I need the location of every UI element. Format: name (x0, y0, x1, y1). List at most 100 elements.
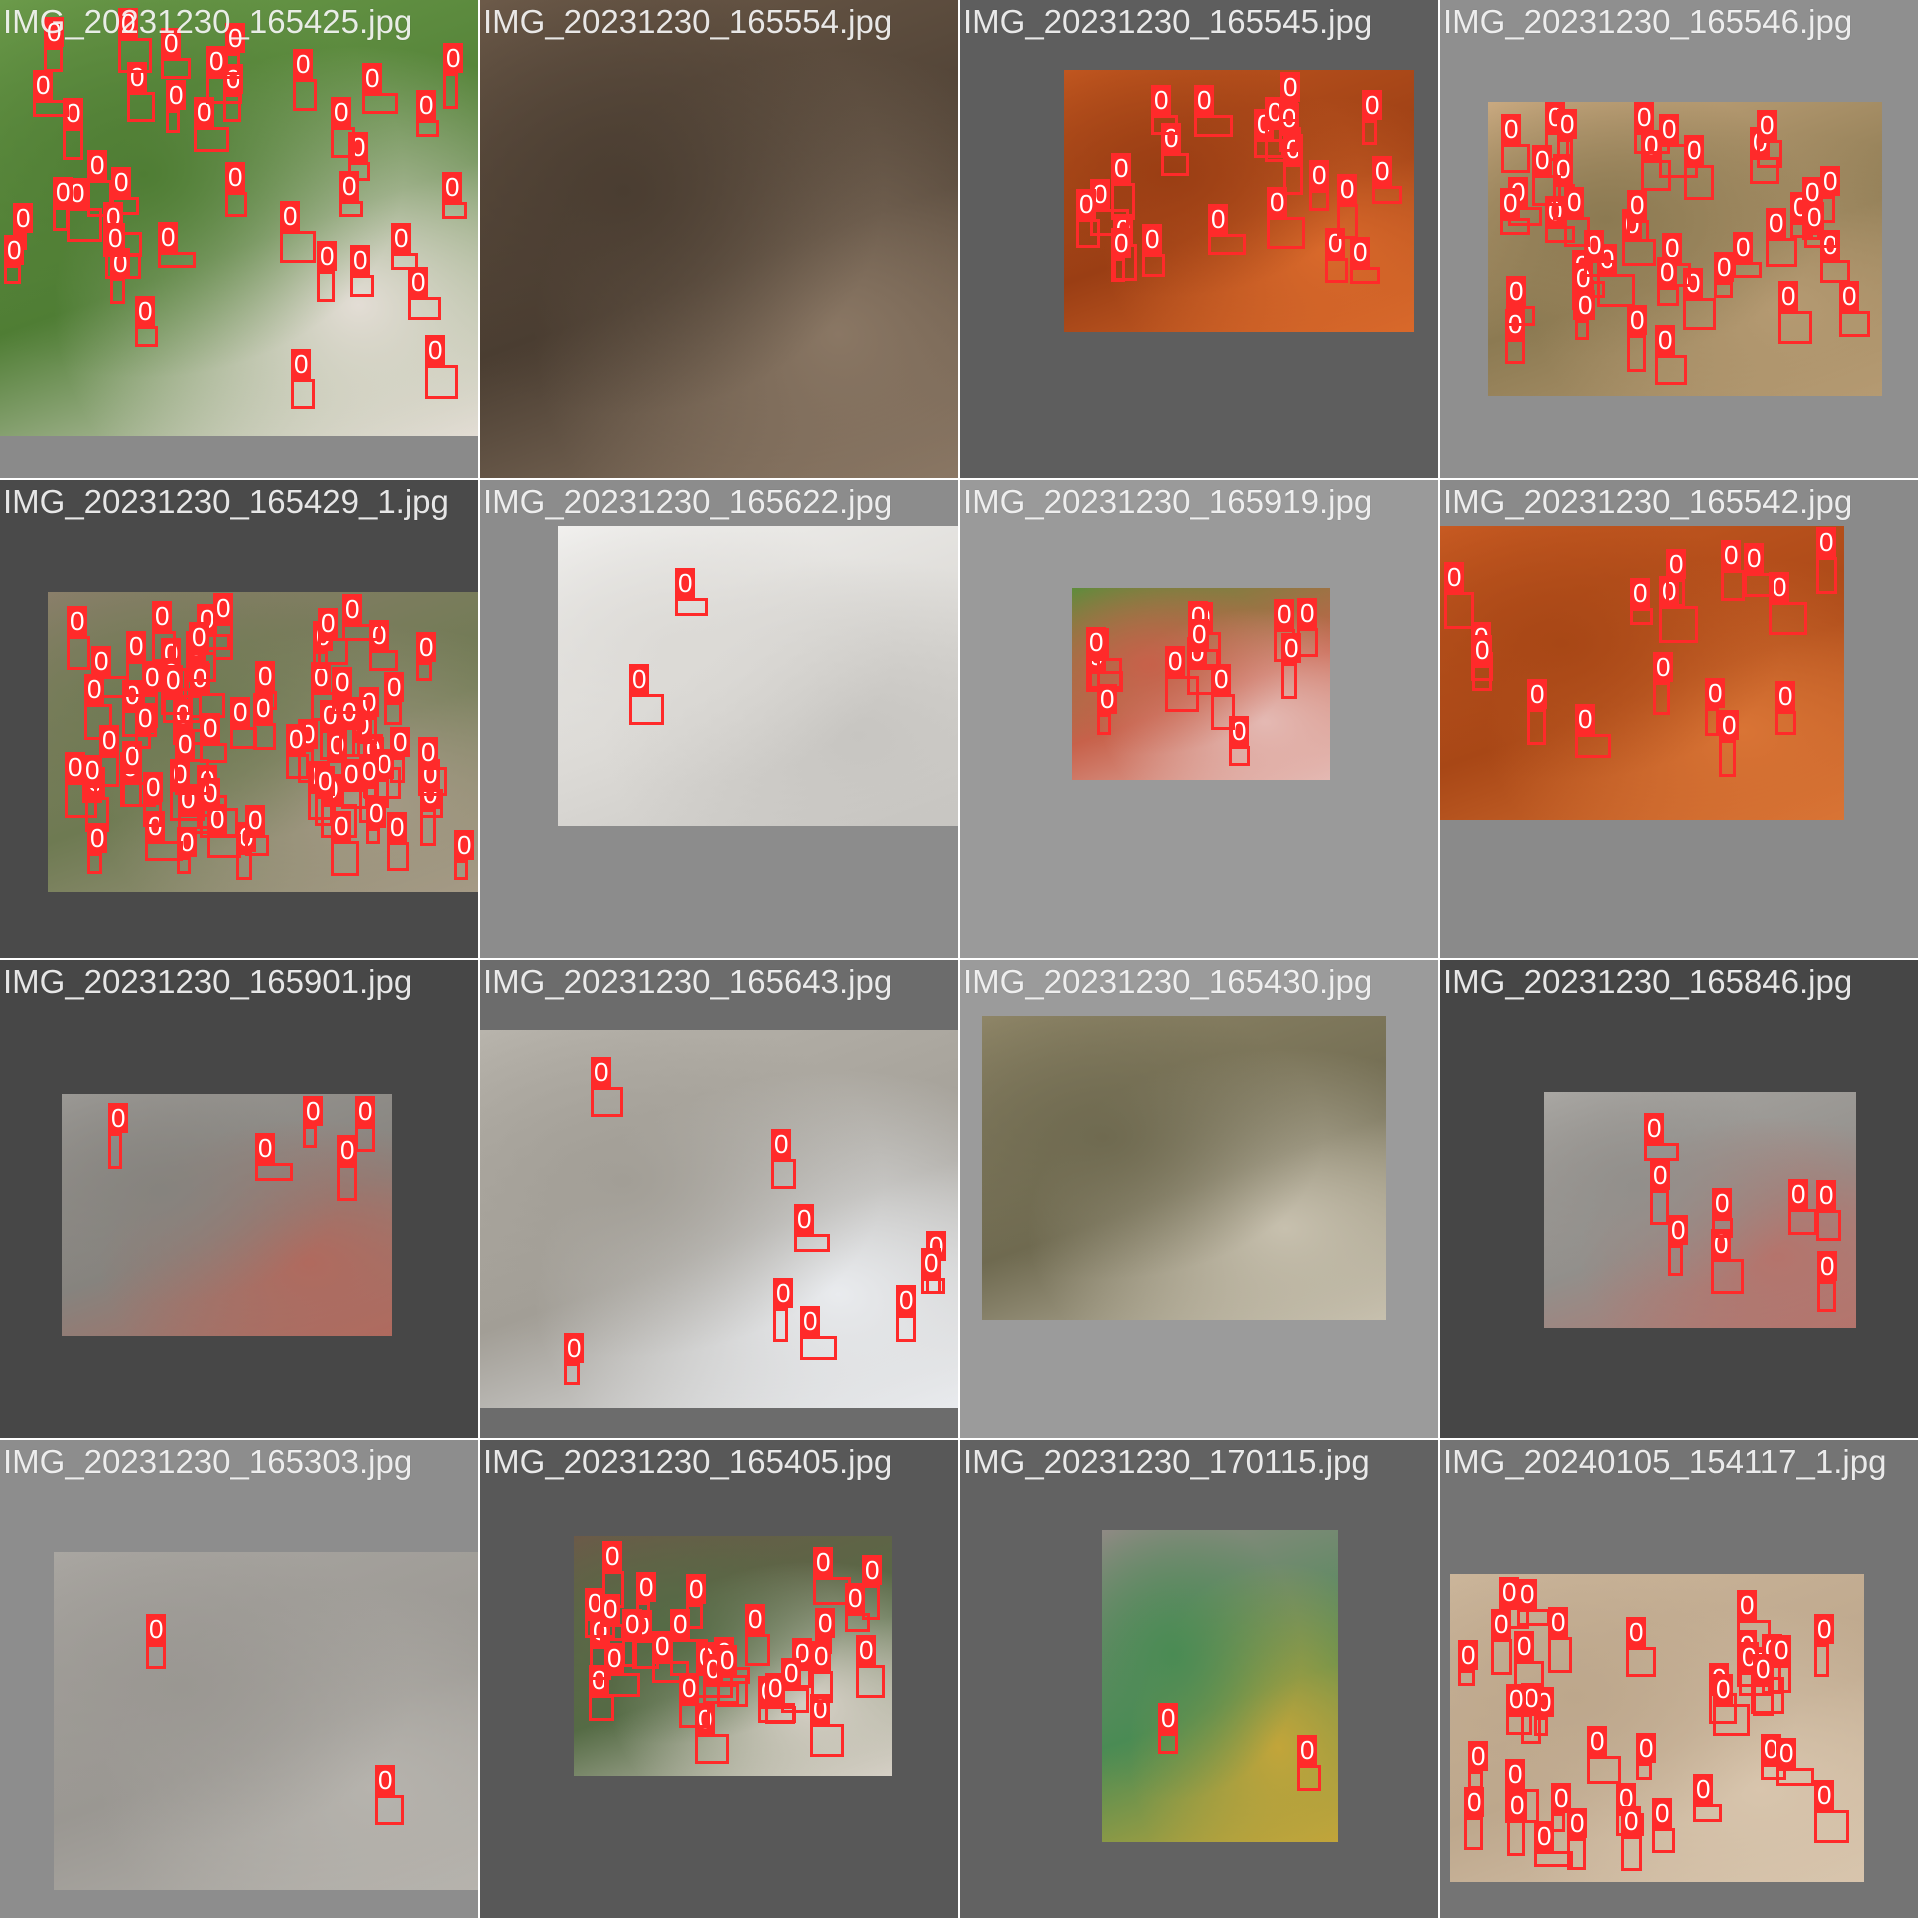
detection-box (122, 771, 142, 807)
tile-filename: IMG_20231230_165303.jpg (3, 1443, 413, 1480)
detection-label: 0 (87, 150, 108, 180)
detection-label: 0 (1158, 1703, 1179, 1733)
detection-box (1468, 1771, 1483, 1789)
detection-box (810, 1724, 844, 1757)
detection-label: 0 (339, 171, 360, 201)
detection-label: 0 (921, 1248, 942, 1278)
detection-box (1158, 1733, 1178, 1754)
detection-box (1659, 606, 1698, 643)
detection-box (186, 661, 209, 691)
detection-box (1757, 140, 1782, 168)
detection-box (1142, 254, 1165, 277)
detection-box (771, 1159, 796, 1189)
detection-label: 0 (1274, 599, 1295, 629)
detection-label: 0 (1151, 85, 1172, 115)
detection-label: 0 (206, 46, 227, 76)
detection-label: 0 (33, 70, 54, 100)
detection-box (1505, 1789, 1539, 1823)
detection-box (1506, 1714, 1532, 1735)
detection-box (1090, 209, 1129, 236)
detection-label: 0 (166, 80, 187, 110)
detection-label: 0 (794, 1204, 815, 1234)
detection-box (146, 1644, 166, 1669)
detection-label: 0 (604, 1643, 625, 1673)
detection-box (152, 631, 176, 662)
detection-label: 0 (1499, 1577, 1520, 1607)
detection-box (1816, 1210, 1841, 1241)
detection-label: 0 (1350, 237, 1371, 267)
detection-box (1719, 740, 1736, 777)
tile-photo (982, 1016, 1386, 1320)
detection-label: 0 (82, 755, 103, 785)
detection-box (1189, 649, 1219, 667)
detection-label: 0 (1532, 145, 1553, 175)
detection-label: 0 (213, 593, 234, 623)
detection-label: 0 (1627, 305, 1648, 335)
detection-label: 0 (1506, 1684, 1527, 1714)
detection-label: 0 (1744, 543, 1765, 573)
detection-label: 0 (1111, 153, 1132, 183)
detection-box (1775, 711, 1796, 735)
detection-box (391, 253, 418, 270)
detection-box (1444, 592, 1474, 629)
detection-label: 0 (99, 725, 120, 755)
detection-label: 0 (161, 28, 182, 58)
detection-label: 0 (337, 1135, 358, 1165)
detection-box (99, 755, 119, 787)
detection-label: 0 (1657, 257, 1678, 287)
detection-label: 0 (622, 1609, 643, 1639)
detection-label: 0 (416, 90, 437, 120)
detection-label: 0 (342, 594, 363, 624)
detection-label: 0 (189, 622, 210, 652)
detection-box (1309, 190, 1329, 211)
detection-box (675, 598, 708, 616)
detection-box (416, 120, 439, 137)
detection-label: 0 (629, 664, 650, 694)
detection-box (194, 127, 229, 152)
detection-box (63, 128, 83, 160)
grid-tile: 000000000000000000000000000000IMG_202312… (480, 1440, 958, 1918)
detection-label: 0 (564, 1333, 585, 1363)
detection-box (1208, 234, 1246, 255)
detection-box (1693, 1804, 1722, 1822)
detection-label: 0 (225, 162, 246, 192)
detection-label: 0 (1372, 156, 1393, 186)
detection-box (127, 92, 155, 122)
tile-photo (54, 1552, 478, 1890)
detection-label: 0 (44, 17, 65, 47)
detection-label: 0 (1464, 1787, 1485, 1817)
detection-box (1458, 1670, 1475, 1686)
detection-box (1254, 139, 1284, 158)
detection-box (1325, 258, 1348, 283)
detection-box (1652, 1828, 1675, 1853)
detection-box (629, 694, 664, 725)
detection-label: 0 (303, 1096, 324, 1126)
detection-box (800, 1336, 837, 1360)
detection-box (332, 697, 370, 714)
detection-label: 0 (443, 43, 464, 73)
detection-box (1622, 239, 1656, 266)
detection-label: 0 (811, 1641, 832, 1671)
detection-box (108, 1133, 122, 1169)
detection-label: 0 (686, 1574, 707, 1604)
detection-box (331, 841, 359, 876)
detection-label: 0 (1165, 646, 1186, 676)
detection-label: 0 (1839, 281, 1860, 311)
detection-label: 0 (118, 8, 139, 38)
detection-box (1776, 1768, 1814, 1786)
detection-box (286, 754, 309, 779)
detection-box (105, 253, 141, 279)
detection-box (1753, 1684, 1774, 1716)
detection-box (1297, 1765, 1321, 1791)
grid-tile: 0 0 0 0 0 0 0 0 IMG_20231230_165846.jpg (1440, 960, 1918, 1438)
detection-label: 0 (105, 223, 126, 253)
detection-label: 0 (600, 1594, 621, 1624)
detection-label: 0 (675, 568, 696, 598)
detection-box (342, 624, 381, 641)
detection-box (53, 207, 69, 231)
detection-label: 0 (255, 1133, 276, 1163)
tile-filename: IMG_20231230_165622.jpg (483, 483, 893, 520)
grid-tile: IMG_20231230_165430.jpg (960, 960, 1438, 1438)
